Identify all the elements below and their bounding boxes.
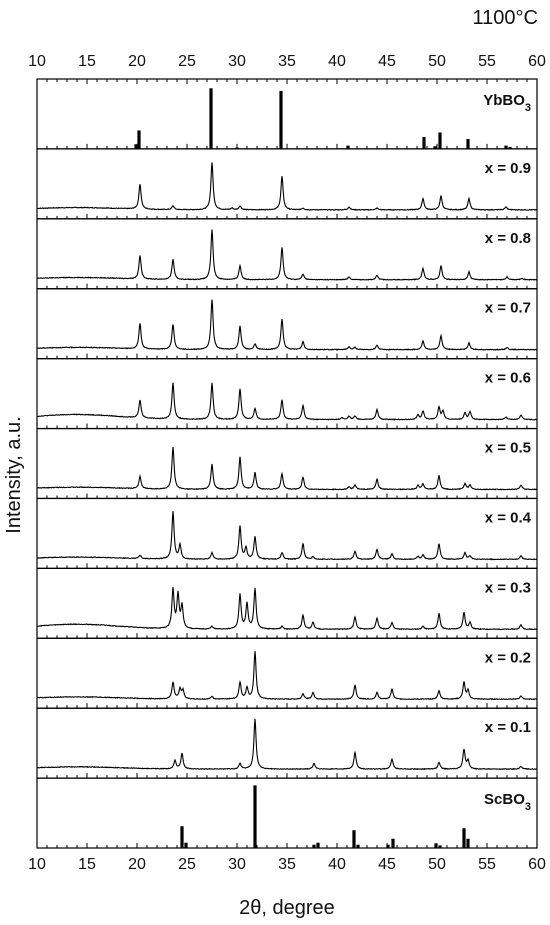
- diffraction-pattern-line: [36, 586, 538, 631]
- reference-bar: [235, 147, 239, 149]
- panel-frame: [36, 777, 538, 849]
- panel-frame: [36, 567, 538, 639]
- top-tick-label: 60: [528, 53, 546, 70]
- reference-bar: [466, 139, 470, 149]
- reference-bar: [504, 145, 508, 149]
- top-tick-label: 55: [478, 53, 496, 70]
- top-axis: 10 15 20 25 30 35 40 45 50 55 60: [28, 53, 546, 70]
- panel-label-main: ScBO: [484, 791, 525, 808]
- reference-panel: YbBO3: [36, 78, 538, 150]
- diffraction-pattern-line: [36, 229, 538, 281]
- panel-label: x = 0.9: [485, 160, 531, 177]
- pattern-panel: x = 0.7: [36, 288, 538, 360]
- bottom-tick-label: 50: [428, 856, 446, 873]
- reference-bar: [422, 137, 426, 149]
- bottom-tick-label: 25: [178, 856, 196, 873]
- panel-label-subscript: 3: [525, 102, 531, 114]
- panel-label: x = 0.1: [485, 719, 531, 736]
- reference-bar: [356, 844, 360, 848]
- panel-label-main: YbBO: [483, 92, 525, 109]
- diffraction-pattern-line: [36, 651, 538, 701]
- panel-label-subscript: 3: [525, 801, 531, 813]
- reference-bar: [438, 132, 442, 149]
- reference-bar: [209, 88, 213, 149]
- bottom-tick-label: 35: [278, 856, 296, 873]
- reference-bar: [508, 146, 512, 149]
- top-tick-label: 15: [78, 53, 96, 70]
- bottom-tick-label: 55: [478, 856, 496, 873]
- top-tick-label: 20: [128, 53, 146, 70]
- panel-label: x = 0.2: [485, 649, 531, 666]
- x-axis-title: 2θ, degree: [239, 897, 335, 919]
- reference-bar: [386, 844, 390, 848]
- bottom-tick-label: 10: [28, 856, 46, 873]
- diffraction-pattern-line: [36, 511, 538, 561]
- reference-bar: [316, 842, 320, 848]
- panel-label: x = 0.7: [485, 300, 531, 317]
- bottom-tick-label: 15: [78, 856, 96, 873]
- pattern-panel: x = 0.3: [36, 567, 538, 639]
- reference-bar: [180, 826, 184, 848]
- diffraction-pattern-line: [36, 299, 538, 351]
- bottom-tick-label: 45: [378, 856, 396, 873]
- bottom-axis: 10 15 20 25 30 35 40 45 50 55 60: [28, 856, 546, 873]
- reference-bar: [134, 144, 138, 149]
- top-tick-label: 35: [278, 53, 296, 70]
- bottom-tick-label: 30: [228, 856, 246, 873]
- bottom-tick-label: 20: [128, 856, 146, 873]
- top-tick-label: 10: [28, 53, 46, 70]
- pattern-panel: x = 0.8: [36, 218, 538, 290]
- bottom-tick-label: 40: [328, 856, 346, 873]
- reference-bar: [137, 130, 141, 149]
- reference-bar: [438, 845, 442, 848]
- reference-bar: [462, 828, 466, 848]
- diffraction-pattern-line: [36, 162, 538, 211]
- pattern-panel: x = 0.6: [36, 358, 538, 430]
- diffraction-pattern-line: [36, 382, 538, 421]
- y-axis-title: Intensity, a.u.: [3, 416, 25, 533]
- panel-label: x = 0.8: [485, 230, 531, 247]
- reference-bar: [312, 844, 316, 848]
- pattern-panel: x = 0.1: [36, 707, 538, 779]
- top-tick-label: 40: [328, 53, 346, 70]
- top-tick-label: 30: [228, 53, 246, 70]
- reference-bar: [279, 90, 283, 149]
- pattern-panel: x = 0.5: [36, 427, 538, 500]
- reference-bar: [433, 146, 437, 149]
- panel-label: x = 0.3: [485, 579, 531, 596]
- diffraction-pattern-line: [36, 446, 538, 491]
- panel-frame: [36, 78, 538, 150]
- reference-bar: [466, 838, 470, 848]
- reference-bar: [434, 843, 438, 848]
- reference-bar: [346, 145, 350, 149]
- pattern-panel: x = 0.2: [36, 637, 538, 709]
- diffraction-pattern-line: [36, 718, 538, 771]
- pattern-panel: x = 0.9: [36, 148, 538, 220]
- panel-label: ScBO3: [484, 791, 531, 813]
- panel-label: x = 0.4: [485, 509, 532, 526]
- pattern-panel: x = 0.4: [36, 497, 538, 569]
- reference-bar: [184, 842, 188, 848]
- reference-bar: [391, 838, 395, 848]
- reference-bar: [352, 830, 356, 848]
- reference-bar: [253, 785, 257, 848]
- top-tick-label: 45: [378, 53, 396, 70]
- panel-label: YbBO3: [483, 92, 531, 114]
- top-tick-label: 50: [428, 53, 446, 70]
- top-tick-label: 25: [178, 53, 196, 70]
- bottom-tick-label: 60: [528, 856, 546, 873]
- reference-panel: ScBO3: [36, 777, 538, 849]
- panel-label: x = 0.5: [485, 440, 531, 457]
- panel-label: x = 0.6: [485, 370, 531, 387]
- chart-title: 1100°C: [473, 7, 538, 29]
